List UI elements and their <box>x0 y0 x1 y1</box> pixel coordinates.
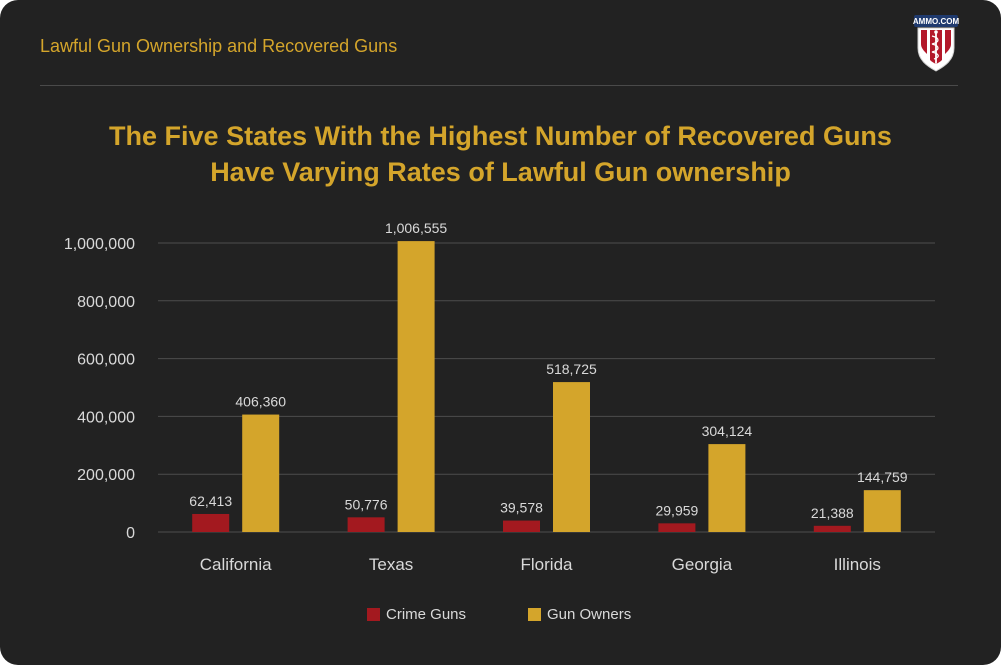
data-label-crime-guns: 39,578 <box>500 500 543 516</box>
data-label-crime-guns: 21,388 <box>811 505 854 521</box>
data-label-gun-owners: 406,360 <box>235 394 286 410</box>
data-label-crime-guns: 50,776 <box>345 496 388 512</box>
chart-title-line-1: The Five States With the Highest Number … <box>109 121 892 151</box>
bar-crime-guns <box>347 517 385 532</box>
data-label-gun-owners: 304,124 <box>702 423 753 439</box>
caduceus-shield-icon: AMMO.COM <box>913 15 959 72</box>
bar-gun-owners <box>863 490 901 532</box>
bar-crime-guns <box>813 525 851 532</box>
legend-label-gun-owners: Gun Owners <box>547 606 632 623</box>
bar-gun-owners <box>397 241 435 533</box>
x-tick-label: Texas <box>369 555 413 574</box>
legend-swatch-gun-owners <box>528 608 541 621</box>
bar-crime-guns <box>192 513 230 532</box>
y-tick-label: 400,000 <box>77 409 135 426</box>
y-tick-label: 600,000 <box>77 352 135 369</box>
data-label-gun-owners: 518,725 <box>546 361 597 377</box>
ammo-logo: AMMO.COM <box>913 14 959 72</box>
bar-gun-owners <box>242 414 280 532</box>
logo-text: AMMO.COM <box>913 17 959 26</box>
bar-crime-guns <box>658 523 696 532</box>
bar-gun-owners <box>553 382 590 532</box>
header-title: Lawful Gun Ownership and Recovered Guns <box>40 36 398 56</box>
x-tick-label: Georgia <box>672 555 733 574</box>
chart-title: The Five States With the Highest Number … <box>0 118 1001 190</box>
y-tick-label: 0 <box>126 525 135 542</box>
header-divider <box>40 85 958 86</box>
data-label-crime-guns: 29,959 <box>655 502 698 518</box>
x-tick-label: California <box>200 555 272 574</box>
x-tick-label: Illinois <box>834 555 881 574</box>
x-tick-label: Florida <box>521 555 574 574</box>
legend-label-crime-guns: Crime Guns <box>386 606 467 623</box>
legend-item-gun-owners: Gun Owners <box>528 606 631 623</box>
y-tick-label: 200,000 <box>77 467 135 484</box>
legend-item-crime-guns: Crime Guns <box>367 606 466 623</box>
bar-crime-guns <box>503 520 540 532</box>
y-tick-label: 800,000 <box>77 294 135 311</box>
bar-gun-owners <box>708 444 746 532</box>
data-label-gun-owners: 1,006,555 <box>385 220 447 236</box>
chart-legend: Crime Guns Gun Owners <box>0 606 1001 626</box>
data-label-crime-guns: 62,413 <box>189 493 232 509</box>
y-tick-label: 1,000,000 <box>64 236 135 253</box>
data-label-gun-owners: 144,759 <box>857 469 908 485</box>
chart-title-line-2: Have Varying Rates of Lawful Gun ownersh… <box>210 157 791 187</box>
bar-chart: 0 200,000 400,000 600,000 800,000 1,000,000 62… <box>64 220 935 574</box>
legend-swatch-crime-guns <box>367 608 380 621</box>
